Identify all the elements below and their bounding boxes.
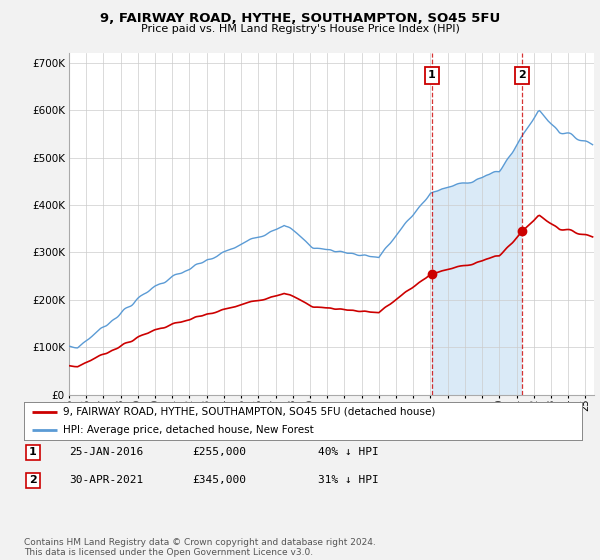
Text: 9, FAIRWAY ROAD, HYTHE, SOUTHAMPTON, SO45 5FU (detached house): 9, FAIRWAY ROAD, HYTHE, SOUTHAMPTON, SO4…: [63, 407, 436, 417]
Text: 40% ↓ HPI: 40% ↓ HPI: [318, 447, 379, 458]
Text: 30-APR-2021: 30-APR-2021: [69, 475, 143, 486]
Text: 25-JAN-2016: 25-JAN-2016: [69, 447, 143, 458]
Text: 9, FAIRWAY ROAD, HYTHE, SOUTHAMPTON, SO45 5FU: 9, FAIRWAY ROAD, HYTHE, SOUTHAMPTON, SO4…: [100, 12, 500, 25]
Text: 2: 2: [518, 71, 526, 81]
Text: Contains HM Land Registry data © Crown copyright and database right 2024.
This d: Contains HM Land Registry data © Crown c…: [24, 538, 376, 557]
Text: 1: 1: [428, 71, 436, 81]
Text: Price paid vs. HM Land Registry's House Price Index (HPI): Price paid vs. HM Land Registry's House …: [140, 24, 460, 34]
Text: 2: 2: [29, 475, 37, 486]
Text: £255,000: £255,000: [192, 447, 246, 458]
Text: £345,000: £345,000: [192, 475, 246, 486]
Text: 1: 1: [29, 447, 37, 458]
Text: HPI: Average price, detached house, New Forest: HPI: Average price, detached house, New …: [63, 425, 314, 435]
Text: 31% ↓ HPI: 31% ↓ HPI: [318, 475, 379, 486]
